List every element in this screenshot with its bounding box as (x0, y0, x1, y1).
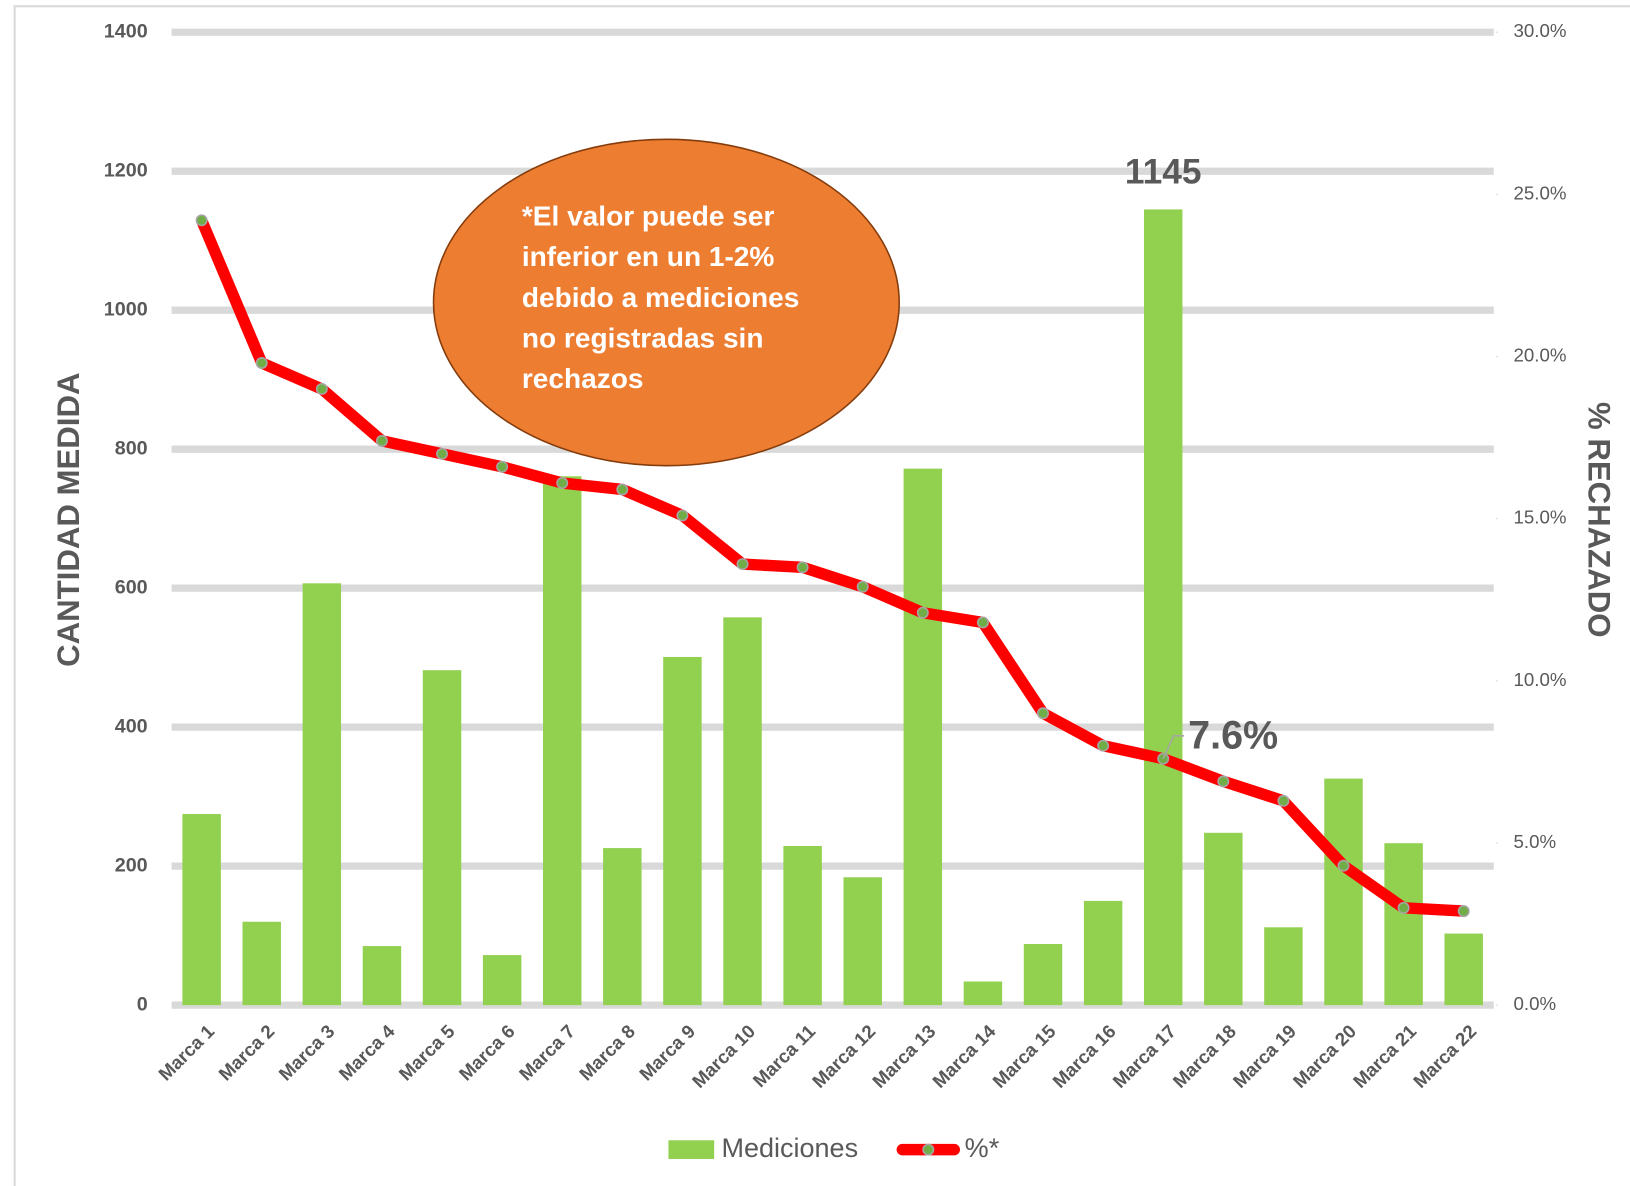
line-marker (556, 477, 569, 489)
line-marker (916, 606, 929, 619)
annotation-bubble (432, 138, 900, 467)
bar (242, 921, 281, 1006)
annotation-text: *El valor puede ser (522, 201, 775, 232)
y-tick-label: 0 (137, 993, 148, 1015)
line-marker (616, 483, 629, 496)
y-tick-label: 1400 (104, 20, 148, 42)
annotation-text: inferior en un 1-2% (522, 241, 775, 272)
annotation-text: rechazos (522, 363, 644, 394)
line-marker (736, 558, 749, 571)
y-tick-label: 800 (115, 437, 148, 459)
y-axis-label: CANTIDAD MEDIDA (51, 373, 86, 667)
bar (1083, 900, 1123, 1006)
bar (182, 814, 221, 1006)
line-marker (856, 580, 869, 593)
line-marker (1217, 775, 1230, 788)
annotation-text: no registradas sin (522, 322, 764, 353)
bar (422, 670, 462, 1006)
y2-tick-label: 15.0% (1514, 507, 1567, 528)
line-marker (1277, 794, 1290, 807)
bar (1264, 927, 1303, 1006)
line-marker (375, 434, 388, 447)
label-leader (1162, 735, 1185, 759)
bar (1204, 832, 1243, 1006)
y-tick-label: 200 (115, 854, 148, 876)
line-marker (676, 509, 689, 522)
y2-tick-label: 30.0% (1514, 20, 1567, 41)
line-marker (195, 214, 208, 227)
line-marker (1037, 707, 1049, 720)
bar (1023, 943, 1063, 1006)
data-label: 1145 (1125, 152, 1202, 191)
legend-swatch (922, 1143, 935, 1156)
y2-tick-label: 25.0% (1514, 182, 1567, 203)
y2-tick-label: 5.0% (1514, 831, 1557, 852)
bar (1384, 843, 1423, 1006)
y2-tick-label: 20.0% (1514, 344, 1567, 365)
bar (482, 955, 522, 1006)
legend-label: Mediciones (721, 1133, 858, 1163)
y2-axis-label: % RECHAZADO (1581, 402, 1616, 638)
bar (1324, 778, 1363, 1006)
bar (963, 981, 1003, 1006)
bar (843, 877, 882, 1006)
y-tick-label: 600 (115, 576, 148, 598)
data-label: 7.6% (1188, 713, 1278, 757)
y-tick-label: 1200 (104, 159, 148, 181)
bar (1143, 209, 1183, 1006)
line (195, 214, 1470, 917)
line-marker (496, 460, 509, 473)
line-marker (1457, 905, 1470, 918)
bar (362, 946, 402, 1006)
bar (783, 845, 822, 1006)
bar (663, 656, 702, 1006)
bar (903, 468, 943, 1006)
legend-swatch (668, 1140, 715, 1159)
line-marker (255, 357, 268, 369)
bar (603, 848, 642, 1006)
line-marker (315, 382, 328, 395)
line-marker (796, 561, 809, 574)
bar (1444, 933, 1483, 1006)
bar (542, 476, 582, 1006)
annotation-text: debido a mediciones (522, 282, 799, 313)
line-marker (436, 447, 449, 460)
bar (723, 617, 762, 1006)
line-marker (1337, 859, 1350, 872)
line-marker (1397, 901, 1410, 914)
y2-tick-label: 10.0% (1514, 669, 1567, 690)
y-tick-label: 400 (115, 715, 148, 737)
legend-label: %* (965, 1133, 1000, 1163)
y-tick-label: 1000 (104, 298, 148, 320)
line-marker (1097, 739, 1110, 752)
bar (302, 583, 342, 1006)
y2-tick-label: 0.0% (1514, 993, 1557, 1014)
line-marker (976, 616, 989, 629)
